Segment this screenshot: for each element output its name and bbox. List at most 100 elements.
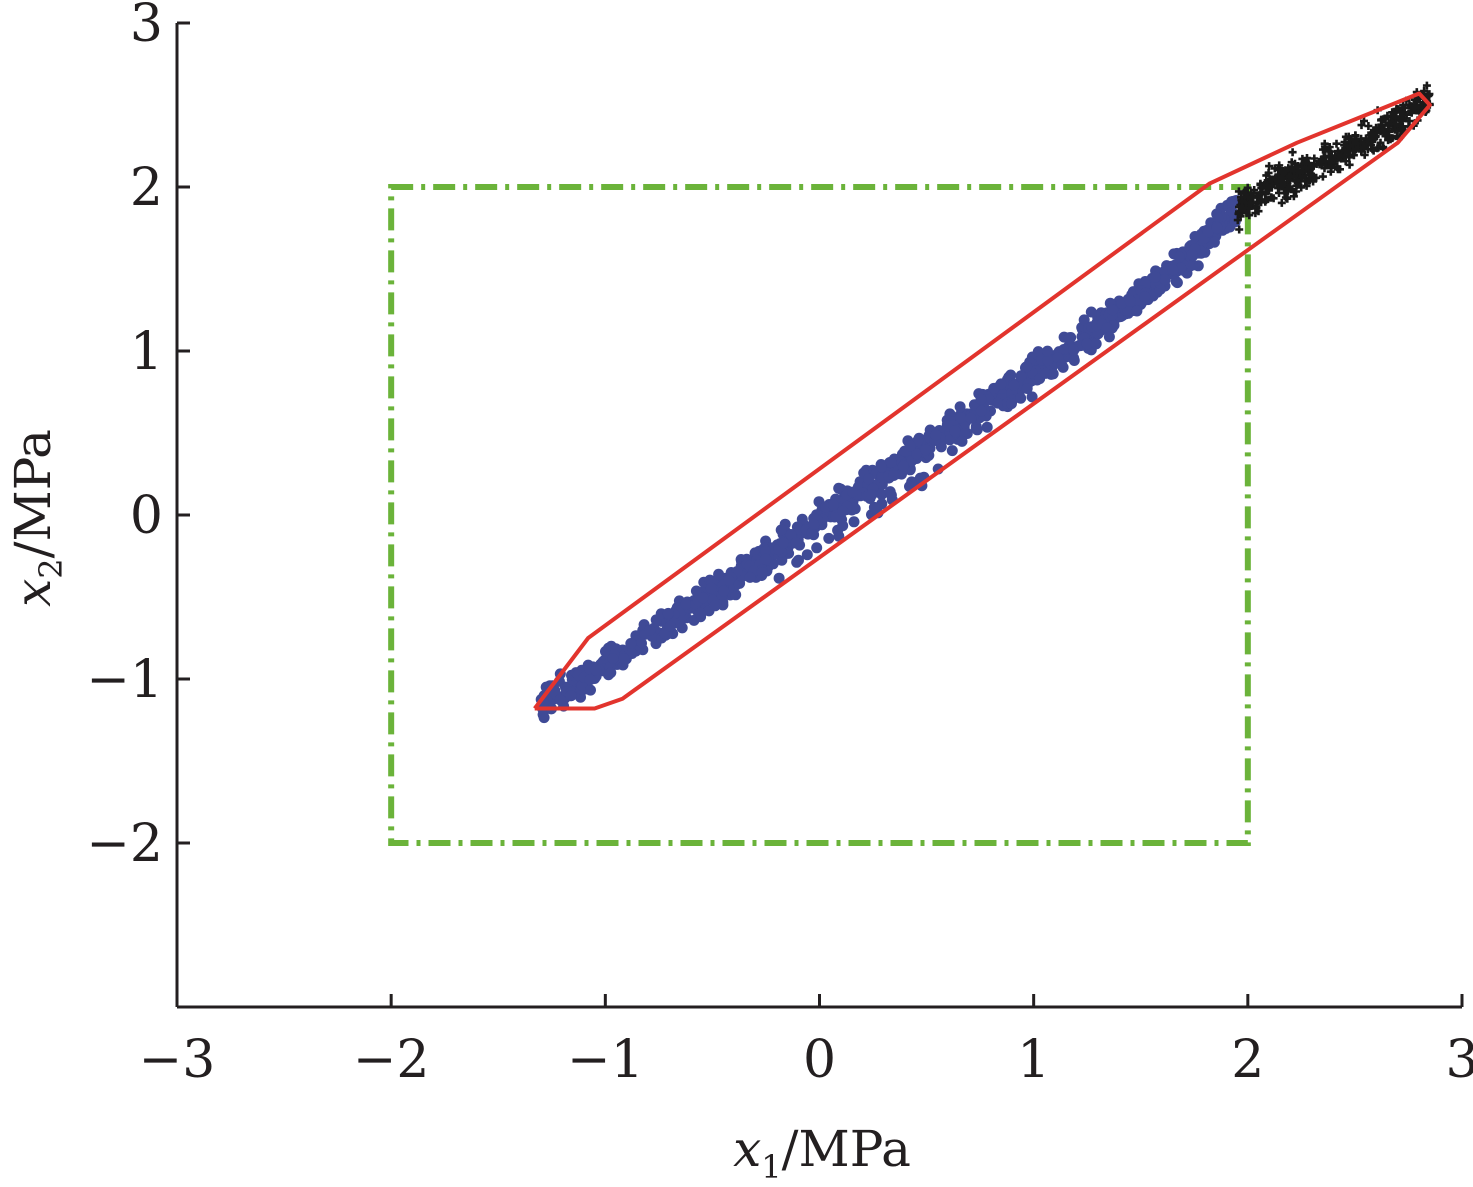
data-point	[718, 585, 730, 597]
data-point	[1021, 383, 1033, 394]
data-point-cross	[1344, 132, 1353, 141]
tick-labels-layer: −3 −2 −1 0 1 2 3 −2 −1 0 1 2 3	[86, 0, 1473, 1090]
y-axis-title-unit: /MPa	[4, 429, 62, 558]
data-point-cross	[1312, 160, 1321, 168]
data-point	[995, 378, 1007, 390]
data-point	[585, 684, 596, 696]
data-point	[1040, 367, 1052, 379]
data-point-cross	[1310, 154, 1319, 163]
x-tick-label: 3	[1445, 1030, 1473, 1090]
data-point-cross	[1274, 165, 1283, 174]
data-point	[680, 598, 692, 610]
data-point	[1021, 361, 1033, 373]
data-point	[954, 401, 966, 413]
data-point	[885, 456, 897, 468]
data-point-cross	[1327, 164, 1336, 172]
data-point-cross	[1296, 168, 1304, 177]
data-point-cross	[1320, 164, 1329, 173]
data-point	[584, 674, 596, 686]
data-point	[920, 444, 932, 456]
data-point	[1211, 222, 1223, 234]
data-point-cross	[1370, 135, 1379, 144]
data-point-cross	[1397, 117, 1406, 125]
data-point-cross	[1320, 142, 1329, 151]
data-point-cross	[1324, 147, 1333, 156]
data-point-cross	[1336, 165, 1344, 174]
data-point	[1139, 291, 1151, 303]
data-point-cross	[1305, 176, 1314, 185]
data-point-cross	[1422, 81, 1431, 90]
data-point	[618, 653, 630, 664]
convex-hull-layer	[533, 91, 1432, 711]
data-point-cross	[1340, 141, 1349, 150]
data-point	[538, 712, 550, 724]
convex-hull	[533, 91, 1432, 711]
data-point-cross	[1271, 174, 1279, 183]
data-point-cross	[1292, 177, 1301, 186]
x-tick-label: 2	[1231, 1030, 1264, 1090]
data-point	[1015, 370, 1027, 382]
data-point	[849, 503, 861, 515]
data-point	[713, 568, 725, 580]
data-point	[1124, 295, 1136, 307]
data-point-cross	[1281, 193, 1290, 202]
data-point	[897, 460, 909, 472]
data-point	[1056, 359, 1068, 371]
data-point-cross	[1243, 192, 1252, 201]
data-point-cross	[1287, 162, 1296, 171]
data-point	[1006, 398, 1017, 410]
data-point-cross	[1389, 111, 1398, 120]
data-point	[848, 516, 860, 528]
data-point-cross	[1277, 198, 1286, 207]
data-point-cross	[1367, 128, 1376, 137]
data-point	[590, 664, 602, 676]
data-point	[1068, 355, 1080, 366]
data-point	[1103, 331, 1115, 343]
data-point	[904, 440, 916, 452]
data-point	[791, 556, 803, 568]
data-point	[828, 499, 839, 511]
data-point-cross	[1265, 162, 1274, 171]
data-point-cross	[1285, 182, 1294, 191]
data-point	[981, 421, 993, 433]
data-point-cross	[1357, 121, 1366, 130]
data-point-cross	[1332, 139, 1341, 148]
y-axis-title-sub: 2	[32, 558, 70, 578]
data-point	[1008, 379, 1020, 391]
y-tick-label: 2	[130, 158, 163, 218]
data-point-cross	[1289, 192, 1298, 201]
data-point	[730, 589, 742, 601]
data-point-cross	[1298, 163, 1307, 172]
data-point	[885, 489, 897, 501]
data-point-cross	[1384, 119, 1393, 128]
data-point	[760, 545, 771, 557]
data-point	[965, 412, 977, 424]
x-tick-label: −2	[353, 1030, 430, 1090]
data-point	[863, 473, 874, 485]
data-point-cross	[1266, 193, 1275, 202]
data-point	[1090, 338, 1102, 350]
data-point	[1212, 212, 1224, 224]
data-point-cross	[1392, 105, 1401, 113]
data-point	[1131, 305, 1143, 317]
data-point-cross	[1351, 139, 1360, 148]
data-point	[949, 425, 961, 437]
axes-layer	[175, 21, 1464, 1009]
scatter-points-layer	[535, 81, 1434, 724]
y-axis-title: x2/MPa	[4, 429, 70, 607]
data-point-cross	[1386, 135, 1395, 144]
data-point	[796, 513, 808, 525]
data-point-cross	[1285, 172, 1294, 181]
data-point-cross	[1364, 122, 1373, 130]
x-tick-label: −1	[567, 1030, 644, 1090]
data-point	[773, 572, 785, 584]
data-point	[1042, 354, 1054, 366]
data-point-cross	[1379, 115, 1388, 124]
x-axis-title-sub: 1	[761, 1148, 781, 1186]
data-point	[1063, 333, 1075, 345]
data-point	[975, 405, 987, 417]
data-point-cross	[1243, 183, 1252, 192]
data-point-cross	[1377, 123, 1386, 131]
y-tick-label: 1	[130, 322, 163, 382]
data-point-cross	[1234, 209, 1243, 218]
